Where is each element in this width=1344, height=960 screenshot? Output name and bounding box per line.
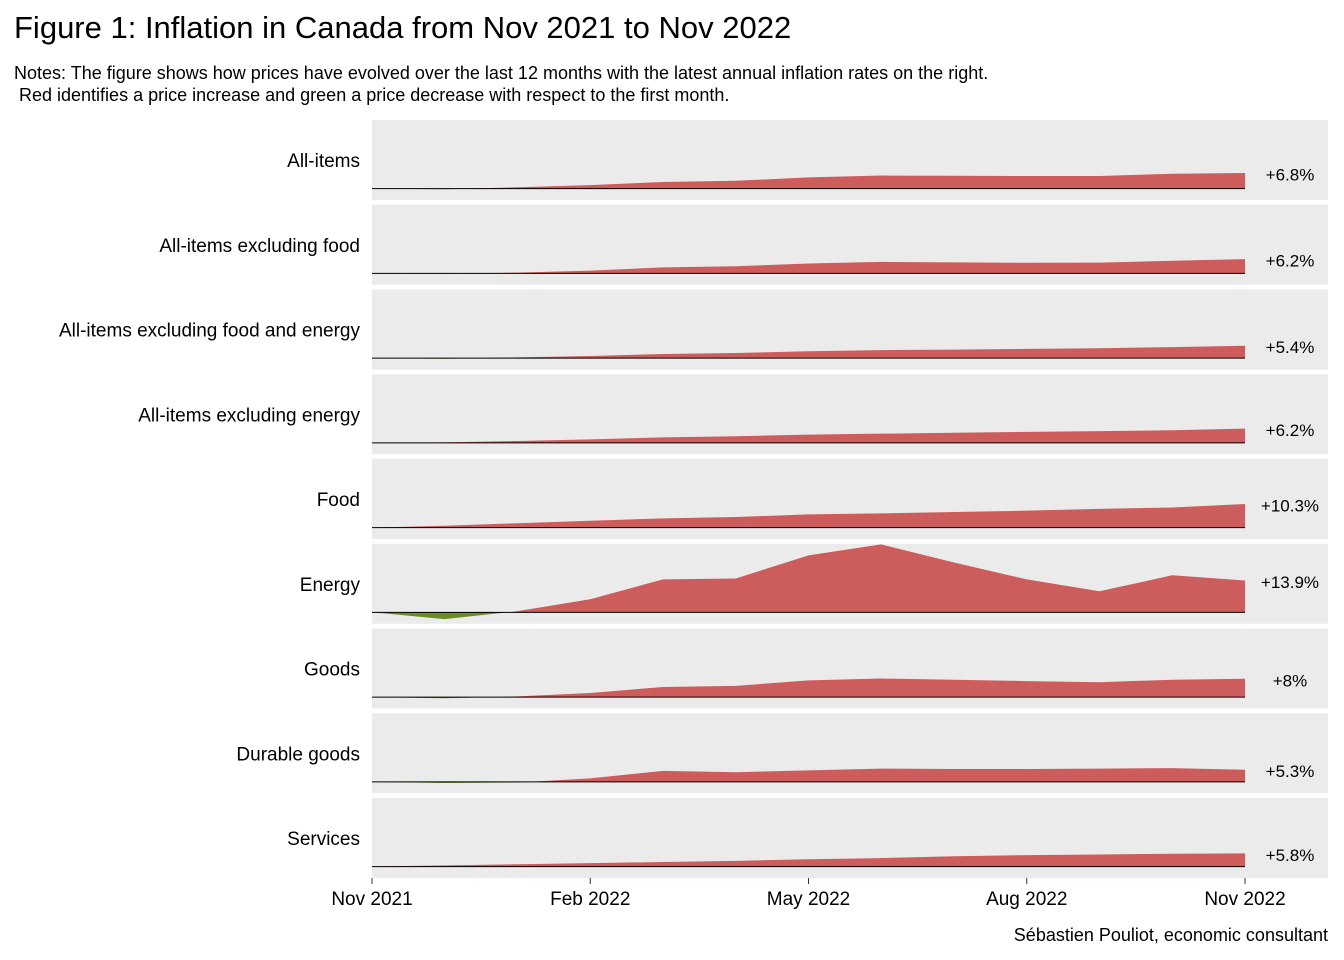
- value-label: +5.3%: [1266, 762, 1315, 781]
- area: [372, 678, 1245, 699]
- area: [372, 544, 1245, 620]
- value-label: +6.8%: [1266, 166, 1315, 185]
- note: Red identifies a price increase and gree…: [14, 85, 729, 105]
- series-label: Durable goods: [236, 744, 360, 765]
- value-label: +5.8%: [1266, 846, 1315, 865]
- series-label: Food: [317, 490, 360, 511]
- value-label: +6.2%: [1266, 421, 1315, 440]
- area: [372, 504, 1245, 528]
- series-label: Goods: [304, 660, 360, 681]
- value-label: +6.2%: [1266, 252, 1315, 271]
- chart-title: Figure 1: Inflation in Canada from Nov 2…: [14, 10, 791, 45]
- area: [372, 345, 1245, 359]
- series-label: Services: [287, 829, 360, 850]
- area: [372, 173, 1245, 190]
- x-tick-label: Aug 2022: [986, 889, 1067, 910]
- value-label: +8%: [1273, 671, 1308, 690]
- area: [372, 428, 1245, 443]
- area: [372, 853, 1245, 867]
- value-label: +5.4%: [1266, 338, 1315, 357]
- x-tick-label: Nov 2021: [331, 889, 412, 910]
- caption: Sébastien Pouliot, economic consultant: [1014, 925, 1328, 945]
- series-label: All-items excluding food and energy: [59, 321, 361, 342]
- area: [372, 768, 1245, 783]
- x-tick-label: Nov 2022: [1204, 889, 1285, 910]
- value-label: +10.3%: [1261, 497, 1319, 516]
- area: [372, 259, 1245, 274]
- series-label: All-items excluding food: [159, 236, 360, 257]
- note: Notes: The figure shows how prices have …: [14, 63, 988, 83]
- x-tick-label: May 2022: [767, 889, 850, 910]
- x-tick-label: Feb 2022: [550, 889, 630, 910]
- value-label: +13.9%: [1261, 573, 1319, 592]
- series-label: All-items excluding energy: [138, 405, 360, 426]
- series-label: All-items: [287, 151, 360, 172]
- series-label: Energy: [300, 575, 361, 596]
